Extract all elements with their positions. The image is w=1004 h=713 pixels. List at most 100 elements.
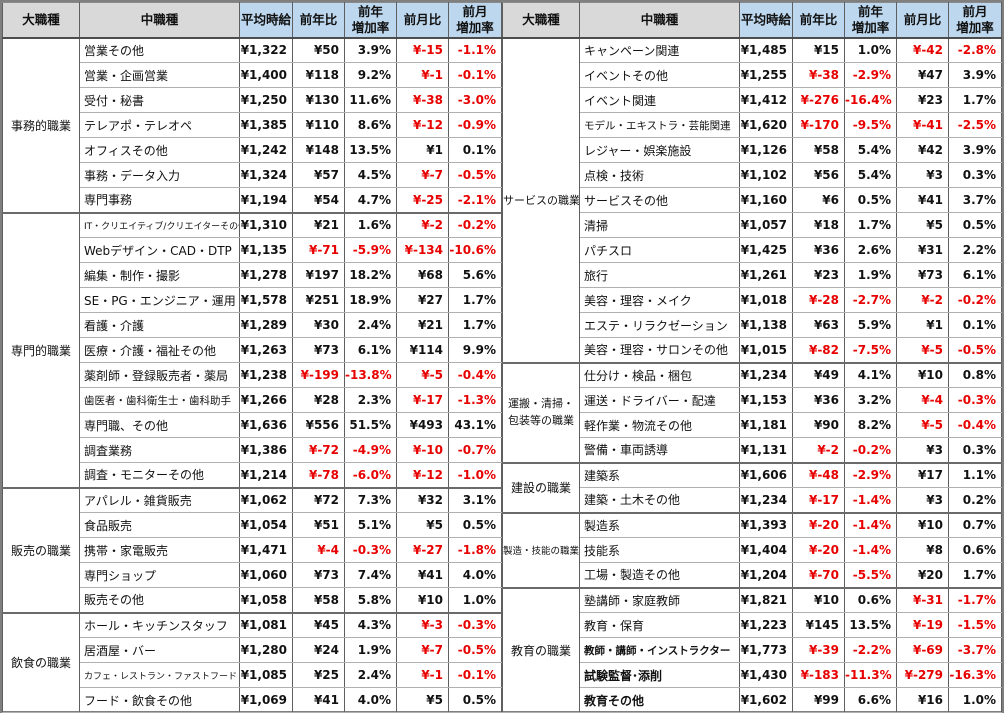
mid-category-cell: 居酒屋・バー bbox=[79, 637, 240, 663]
yoy-diff-value-cell: ¥18 bbox=[792, 212, 845, 238]
major-category-cell: 販売の職業 bbox=[2, 486, 80, 613]
table-row: パチスロ ¥1,425 ¥36 2.6% ¥31 2.2% bbox=[503, 237, 1002, 263]
avg-wage-value-cell: ¥1,234 bbox=[739, 487, 793, 513]
mid-category-cell: 試験監督･添削 bbox=[579, 662, 740, 688]
mom-diff-value-cell: ¥31 bbox=[896, 237, 949, 263]
yoy-rate-value-cell: 1.7% bbox=[844, 212, 897, 238]
yoy-diff-value-cell: ¥58 bbox=[792, 137, 845, 163]
avg-wage-value-cell: ¥1,255 bbox=[739, 62, 793, 88]
table-row: 教育その他 ¥1,602 ¥99 6.6% ¥16 1.0% bbox=[503, 687, 1002, 713]
mom-rate-value-cell: -0.2% bbox=[948, 287, 1002, 313]
yoy-diff-value-cell: ¥73 bbox=[292, 562, 345, 588]
yoy-diff-value-cell: ¥118 bbox=[292, 62, 345, 88]
table-row: 居酒屋・バー ¥1,280 ¥24 1.9% ¥-7 -0.5% bbox=[3, 637, 502, 663]
mom-rate-value-cell: -0.7% bbox=[448, 437, 502, 463]
table-row: 編集・制作・撮影 ¥1,278 ¥197 18.2% ¥68 5.6% bbox=[3, 262, 502, 288]
mid-category-cell: 編集・制作・撮影 bbox=[79, 262, 240, 288]
avg-wage-value-cell: ¥1,404 bbox=[739, 537, 793, 563]
yoy-rate-value-cell: -2.2% bbox=[844, 637, 897, 663]
yoy-diff-value-cell: ¥50 bbox=[292, 37, 345, 63]
mom-diff-value-cell: ¥41 bbox=[896, 187, 949, 213]
yoy-rate-value-cell: 4.7% bbox=[344, 187, 397, 213]
mid-category-cell: カフェ・レストラン・ファストフード bbox=[79, 662, 240, 688]
mom-rate-value-cell: 3.7% bbox=[948, 187, 1002, 213]
yoy-diff-value-cell: ¥28 bbox=[292, 387, 345, 413]
yoy-rate-value-cell: 18.9% bbox=[344, 287, 397, 313]
yoy-rate-value-cell: 5.8% bbox=[344, 587, 397, 613]
avg-wage-value-cell: ¥1,289 bbox=[239, 312, 293, 338]
table-row: 旅行 ¥1,261 ¥23 1.9% ¥73 6.1% bbox=[503, 262, 1002, 288]
yoy-diff-value-cell: ¥-17 bbox=[792, 487, 845, 513]
mom-rate-value-cell: 5.6% bbox=[448, 262, 502, 288]
mom-diff-value-cell: ¥10 bbox=[396, 587, 449, 613]
yoy-diff-value-cell: ¥145 bbox=[792, 612, 845, 638]
avg-wage-value-cell: ¥1,131 bbox=[739, 437, 793, 463]
mom-diff-value-cell: ¥-27 bbox=[396, 537, 449, 563]
yoy-diff-value-cell: ¥6 bbox=[792, 187, 845, 213]
mom-diff-value-cell: ¥27 bbox=[396, 287, 449, 313]
table-row: カフェ・レストラン・ファストフード ¥1,085 ¥25 2.4% ¥-1 -0.1% bbox=[3, 662, 502, 688]
mom-rate-value-cell: 0.2% bbox=[948, 487, 1002, 513]
mom-rate-value-cell: 0.1% bbox=[948, 312, 1002, 338]
wage-table-left: 大職種 中職種 平均時給 前年比 前年 増加率 前月比 前月 増加率 事務的職業 営業その他 ¥… bbox=[2, 2, 502, 713]
yoy-diff-value-cell: ¥556 bbox=[292, 412, 345, 438]
mom-diff-value-cell: ¥114 bbox=[396, 337, 449, 363]
mom-diff-value-cell: ¥-5 bbox=[896, 412, 949, 438]
table-header-right: 大職種 中職種 平均時給 前年比 前年 増加率 前月比 前月 増加率 bbox=[502, 2, 1002, 39]
mom-diff-value-cell: ¥73 bbox=[896, 262, 949, 288]
mom-diff-value-cell: ¥-42 bbox=[896, 37, 949, 63]
avg-wage-value-cell: ¥1,160 bbox=[739, 187, 793, 213]
mom-rate-value-cell: 4.0% bbox=[448, 562, 502, 588]
mom-diff-value-cell: ¥-7 bbox=[396, 162, 449, 188]
yoy-rate-value-cell: -16.4% bbox=[844, 87, 897, 113]
avg-wage-value-cell: ¥1,636 bbox=[239, 412, 293, 438]
mom-diff-value-cell: ¥41 bbox=[396, 562, 449, 588]
yoy-diff-value-cell: ¥57 bbox=[292, 162, 345, 188]
avg-wage-value-cell: ¥1,234 bbox=[739, 361, 793, 388]
yoy-rate-value-cell: 0.5% bbox=[844, 187, 897, 213]
avg-wage-value-cell: ¥1,280 bbox=[239, 637, 293, 663]
yoy-diff-value-cell: ¥-183 bbox=[792, 662, 845, 688]
mom-rate-value-cell: 0.3% bbox=[948, 437, 1002, 463]
mid-category-cell: IT・クリエイティブ/クリエイターその他 bbox=[79, 211, 240, 238]
mom-rate-value-cell: 1.7% bbox=[448, 287, 502, 313]
yoy-rate-value-cell: -1.4% bbox=[844, 537, 897, 563]
table-row: 点検・技術 ¥1,102 ¥56 5.4% ¥3 0.3% bbox=[503, 162, 1002, 188]
mom-rate-value-cell: -10.6% bbox=[448, 237, 502, 263]
mom-diff-value-cell: ¥3 bbox=[896, 162, 949, 188]
mom-rate-value-cell: 0.3% bbox=[948, 162, 1002, 188]
table-body-left: 事務的職業 営業その他 ¥1,322 ¥50 3.9% ¥-15 -1.1% 営業・企画営業 ¥… bbox=[2, 36, 502, 713]
mom-diff-value-cell: ¥16 bbox=[896, 687, 949, 713]
mid-category-cell: 調査・モニターその他 bbox=[79, 462, 240, 488]
avg-wage-value-cell: ¥1,015 bbox=[739, 337, 793, 363]
mom-diff-value-cell: ¥-2 bbox=[396, 211, 449, 238]
avg-wage-value-cell: ¥1,081 bbox=[239, 611, 293, 638]
mid-category-cell: 技能系 bbox=[579, 537, 740, 563]
yoy-rate-value-cell: -11.3% bbox=[844, 662, 897, 688]
yoy-rate-value-cell: 5.9% bbox=[844, 312, 897, 338]
yoy-diff-value-cell: ¥-72 bbox=[292, 437, 345, 463]
table-row: 携帯・家電販売 ¥1,471 ¥-4 -0.3% ¥-27 -1.8% bbox=[3, 537, 502, 563]
yoy-rate-value-cell: -9.5% bbox=[844, 112, 897, 138]
yoy-diff-value-cell: ¥-199 bbox=[292, 362, 345, 388]
yoy-diff-value-cell: ¥56 bbox=[792, 162, 845, 188]
mom-diff-value-cell: ¥-69 bbox=[896, 637, 949, 663]
mid-category-cell: イベントその他 bbox=[579, 62, 740, 88]
mom-rate-value-cell: -1.7% bbox=[948, 586, 1002, 613]
mom-rate-value-cell: 0.6% bbox=[948, 537, 1002, 563]
mom-rate-value-cell: -1.5% bbox=[948, 612, 1002, 638]
column-header-avg-wage: 平均時給 bbox=[739, 2, 793, 39]
mom-diff-value-cell: ¥10 bbox=[896, 511, 949, 538]
yoy-diff-value-cell: ¥-170 bbox=[792, 112, 845, 138]
major-category-cell: 教育の職業 bbox=[502, 586, 580, 713]
mom-rate-value-cell: -3.7% bbox=[948, 637, 1002, 663]
mom-rate-value-cell: 3.9% bbox=[948, 137, 1002, 163]
mom-diff-value-cell: ¥-134 bbox=[396, 237, 449, 263]
mid-category-cell: 軽作業・物流その他 bbox=[579, 412, 740, 438]
yoy-diff-value-cell: ¥73 bbox=[292, 337, 345, 363]
mom-diff-value-cell: ¥-17 bbox=[396, 387, 449, 413]
yoy-diff-value-cell: ¥24 bbox=[292, 637, 345, 663]
table-row: レジャー・娯楽施設 ¥1,126 ¥58 5.4% ¥42 3.9% bbox=[503, 137, 1002, 163]
yoy-diff-value-cell: ¥99 bbox=[792, 687, 845, 713]
